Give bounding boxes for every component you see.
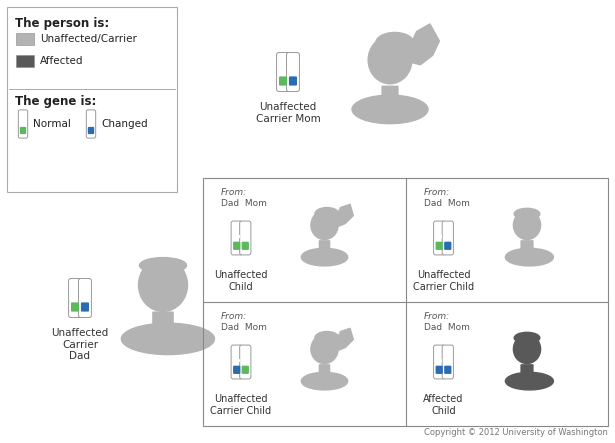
FancyBboxPatch shape (18, 110, 28, 138)
Text: Unaffected/Carrier: Unaffected/Carrier (40, 34, 137, 44)
Bar (82, 295, 89, 298)
Text: Changed: Changed (101, 119, 148, 129)
FancyBboxPatch shape (152, 311, 174, 335)
Text: Dad  Mom: Dad Mom (221, 323, 267, 332)
FancyBboxPatch shape (20, 127, 26, 134)
FancyBboxPatch shape (7, 7, 177, 192)
Ellipse shape (140, 257, 186, 273)
Bar (242, 359, 248, 362)
Text: From:: From: (424, 312, 450, 321)
FancyBboxPatch shape (435, 242, 443, 250)
Text: From:: From: (424, 188, 450, 197)
Ellipse shape (301, 249, 347, 266)
FancyBboxPatch shape (68, 279, 82, 318)
FancyBboxPatch shape (79, 279, 92, 318)
FancyBboxPatch shape (88, 127, 94, 134)
FancyBboxPatch shape (231, 221, 242, 255)
Text: The person is:: The person is: (15, 17, 109, 30)
Text: Unaffected
Carrier
Dad: Unaffected Carrier Dad (52, 328, 109, 361)
Bar (280, 69, 287, 72)
Text: Affected: Affected (40, 56, 84, 66)
Ellipse shape (514, 208, 540, 220)
Ellipse shape (506, 249, 554, 266)
Bar (436, 235, 442, 238)
FancyBboxPatch shape (319, 364, 330, 379)
Bar (89, 121, 93, 124)
FancyBboxPatch shape (242, 242, 249, 250)
Text: Unaffected
Child: Unaffected Child (214, 270, 268, 291)
Ellipse shape (311, 211, 338, 240)
Ellipse shape (315, 331, 339, 344)
FancyBboxPatch shape (444, 365, 451, 374)
Text: Unaffected
Carrier Child: Unaffected Carrier Child (413, 270, 474, 291)
FancyBboxPatch shape (381, 85, 399, 105)
FancyBboxPatch shape (434, 345, 445, 379)
Polygon shape (407, 24, 439, 65)
FancyBboxPatch shape (279, 76, 287, 85)
Text: Normal: Normal (33, 119, 71, 129)
Ellipse shape (352, 95, 428, 124)
Bar (16, 55, 34, 67)
Ellipse shape (368, 36, 412, 84)
Bar (445, 359, 451, 362)
FancyBboxPatch shape (81, 303, 89, 311)
FancyBboxPatch shape (434, 221, 445, 255)
FancyBboxPatch shape (520, 240, 534, 255)
Bar (290, 69, 296, 72)
Ellipse shape (506, 372, 554, 390)
Text: Dad  Mom: Dad Mom (424, 199, 469, 208)
Ellipse shape (301, 372, 347, 390)
Ellipse shape (514, 332, 540, 343)
Bar (234, 359, 240, 362)
Text: Affected
Child: Affected Child (423, 394, 464, 416)
Bar (445, 235, 451, 238)
Ellipse shape (138, 259, 188, 311)
FancyBboxPatch shape (240, 221, 251, 255)
Bar (20, 121, 25, 124)
FancyBboxPatch shape (319, 240, 330, 255)
FancyBboxPatch shape (442, 221, 453, 255)
Ellipse shape (311, 335, 338, 364)
Ellipse shape (121, 323, 215, 354)
Text: Unaffected
Carrier Child: Unaffected Carrier Child (210, 394, 272, 416)
FancyBboxPatch shape (289, 76, 297, 85)
FancyBboxPatch shape (86, 110, 96, 138)
FancyBboxPatch shape (240, 345, 251, 379)
Bar (16, 33, 34, 45)
FancyBboxPatch shape (242, 365, 249, 374)
Text: From:: From: (221, 312, 247, 321)
FancyBboxPatch shape (277, 52, 290, 92)
Bar (203, 178, 608, 426)
FancyBboxPatch shape (233, 365, 240, 374)
FancyBboxPatch shape (442, 345, 453, 379)
Ellipse shape (514, 335, 541, 364)
Ellipse shape (315, 207, 339, 220)
FancyBboxPatch shape (71, 303, 79, 311)
Bar (234, 235, 240, 238)
Ellipse shape (514, 211, 541, 240)
Text: Dad  Mom: Dad Mom (221, 199, 267, 208)
FancyBboxPatch shape (435, 365, 443, 374)
Bar (436, 359, 442, 362)
Text: Dad  Mom: Dad Mom (424, 323, 469, 332)
FancyBboxPatch shape (444, 242, 451, 250)
Polygon shape (335, 204, 353, 227)
Text: Copyright © 2012 University of Washington: Copyright © 2012 University of Washingto… (424, 428, 608, 437)
FancyBboxPatch shape (287, 52, 300, 92)
Polygon shape (335, 328, 353, 351)
Bar (242, 235, 248, 238)
Text: The gene is:: The gene is: (15, 95, 97, 108)
FancyBboxPatch shape (233, 242, 240, 250)
Text: Unaffected
Carrier Mom: Unaffected Carrier Mom (256, 102, 320, 124)
Text: From:: From: (221, 188, 247, 197)
FancyBboxPatch shape (520, 364, 534, 379)
Ellipse shape (376, 32, 414, 53)
Bar (71, 295, 79, 298)
FancyBboxPatch shape (231, 345, 242, 379)
